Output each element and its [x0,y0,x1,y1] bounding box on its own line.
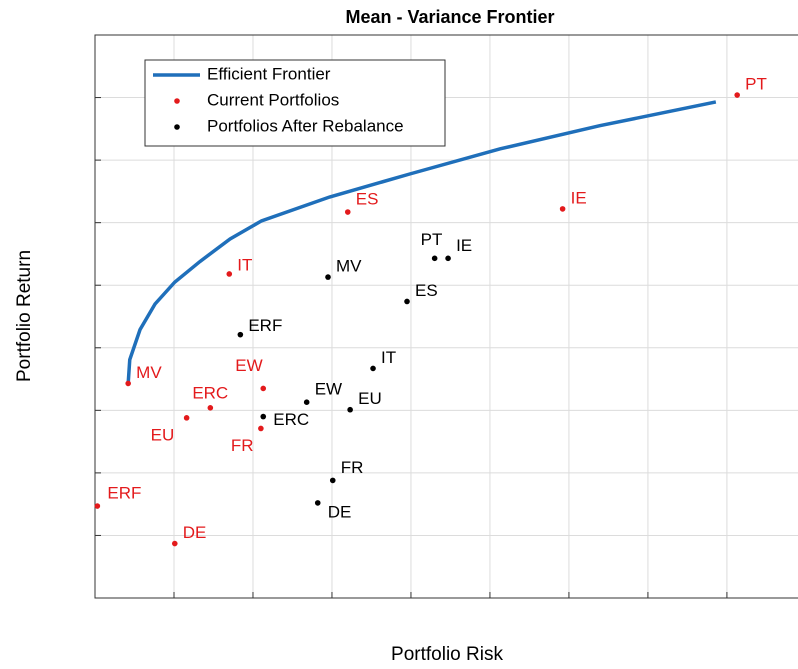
point-label: PT [421,230,443,249]
point-label: FR [341,458,364,477]
point [404,298,410,305]
point-label: ES [356,190,379,209]
point [329,477,336,484]
point-label: MV [136,363,162,382]
point [325,274,331,280]
point-label: EU [358,389,382,408]
point-label: ERC [192,383,228,402]
point [303,399,310,406]
point-label: EU [151,425,175,444]
chart-title: Mean - Variance Frontier [345,7,554,27]
point [237,331,244,338]
point [171,540,178,547]
x-axis-label: Portfolio Risk [391,644,503,665]
point-label: DE [328,502,352,521]
point-label: EW [235,356,262,375]
point-label: PT [745,75,767,94]
point [445,255,451,262]
point [94,503,101,509]
point-label: MV [336,257,362,276]
point [559,206,566,212]
point-label: FR [231,436,254,455]
point-label: IE [571,188,587,207]
point [347,406,353,413]
legend-swatch [174,98,180,104]
point-label: DE [183,523,207,542]
legend-label: Portfolios After Rebalance [207,116,404,135]
point [431,255,438,262]
point [734,92,740,98]
legend-swatch [174,124,180,130]
point [370,365,376,372]
y-axis-label: Portfolio Return [14,250,35,382]
point-label: EW [315,380,342,399]
point [258,425,264,432]
legend-label: Current Portfolios [207,90,339,109]
legend-label: Efficient Frontier [207,64,331,83]
point [125,380,131,387]
point-label: ERC [273,410,309,429]
point [260,413,267,420]
point [314,500,321,506]
frontier-line [126,100,717,384]
point-label: ERF [248,316,282,335]
point [226,271,233,277]
point [183,415,190,421]
point [344,209,351,215]
point-label: ERF [107,484,141,503]
point-label: ES [415,281,438,300]
plot-frame [94,34,798,599]
point-label: IT [381,348,396,367]
point [260,385,267,392]
point [207,405,214,411]
point-label: IT [237,255,252,274]
point-label: IE [456,236,472,255]
